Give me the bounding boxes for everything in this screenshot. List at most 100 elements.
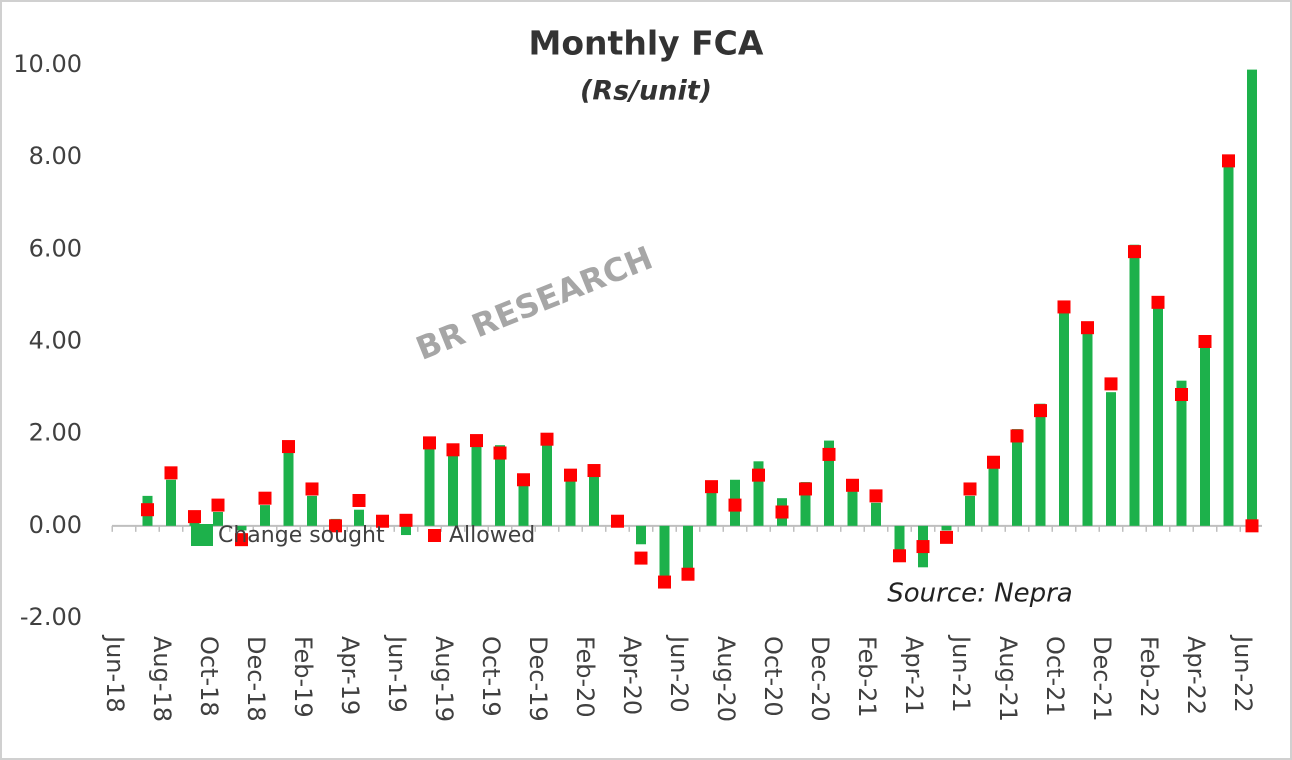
bar [471,442,482,526]
chart-subtitle: (Rs/unit) [580,76,712,107]
bar [941,525,952,531]
legend-label: Allowed [449,523,535,548]
x-tick-label: Apr-20 [618,636,646,715]
marker [1104,377,1118,391]
x-tick-label: Feb-21 [853,636,881,718]
bar [236,525,247,531]
marker [258,491,272,505]
marker [587,464,601,478]
legend-swatch [428,529,441,542]
x-tick-label: Aug-18 [148,636,176,722]
x-tick-label: Apr-19 [336,636,364,715]
marker [752,468,765,482]
x-tick-label: Dec-19 [524,636,552,722]
marker [1198,335,1212,348]
bar [706,491,717,526]
bar [1247,69,1257,526]
marker [235,533,248,547]
bar [894,525,905,554]
x-tick-label: Aug-20 [712,636,740,722]
x-tick-label: Jun-22 [1229,634,1257,713]
marker [329,519,342,533]
bar [847,488,858,526]
x-tick-label: Dec-21 [1088,636,1116,722]
x-tick-label: Feb-22 [1135,636,1163,718]
marker [352,493,366,507]
marker [399,513,413,527]
bar [1200,343,1210,526]
bar [589,475,599,526]
marker [540,432,554,446]
x-tick-label: Jun-19 [383,634,411,713]
y-tick-label: 8.00 [29,142,82,170]
bar [824,440,834,526]
marker [799,482,812,496]
y-tick-label: 0.00 [29,511,82,539]
legend-label: Change sought [218,523,385,548]
marker [1057,300,1071,314]
marker [1175,387,1188,401]
marker [634,551,648,565]
marker [1245,519,1259,533]
y-tick-label: -2.00 [20,603,82,631]
marker [211,498,225,512]
bar [871,502,881,526]
marker [1128,245,1141,259]
marker [1081,321,1094,335]
x-tick-label: Jun-21 [947,634,975,713]
bar [1082,332,1093,526]
marker [869,489,883,503]
x-tick-label: Oct-20 [759,636,787,717]
marker [705,480,718,494]
marker [846,478,859,492]
bar [166,479,176,526]
bar [1059,311,1069,526]
marker [493,446,507,460]
x-tick-label: Jun-20 [665,634,693,713]
marker [446,443,460,457]
marker [728,498,742,512]
x-tick-label: Dec-18 [242,636,270,722]
source-note: Source: Nepra [887,579,1072,609]
bar [401,525,411,536]
marker [658,575,671,589]
x-tick-label: Feb-19 [289,636,317,718]
bar [495,445,505,526]
bar [518,479,529,526]
marker [141,503,154,517]
marker [1222,154,1235,168]
bar [1129,244,1140,526]
marker [611,514,624,528]
x-tick-label: Apr-21 [900,636,928,715]
marker [376,514,389,528]
bar [753,461,764,526]
marker [282,440,295,454]
bar [565,479,576,526]
marker [987,455,1000,469]
bar [965,495,975,526]
marker [775,505,789,519]
chart-title: Monthly FCA [529,24,764,63]
x-tick-label: Oct-18 [195,636,223,717]
bar [1176,380,1187,526]
bar [1035,403,1046,526]
x-tick-label: Jun-18 [101,634,129,713]
x-tick-label: Dec-20 [806,636,834,722]
legend-swatch [191,524,213,546]
marker [517,473,530,487]
marker [916,540,930,554]
bar [1153,306,1163,526]
marker [564,468,577,482]
bar [988,465,999,526]
x-tick-label: Apr-22 [1182,636,1210,715]
marker [940,530,953,544]
x-tick-label: Aug-21 [994,636,1022,722]
bar [1012,429,1022,526]
marker [188,510,201,524]
marker [893,549,906,563]
y-tick-label: 6.00 [29,234,82,262]
marker [305,482,319,496]
bar [1223,164,1234,526]
